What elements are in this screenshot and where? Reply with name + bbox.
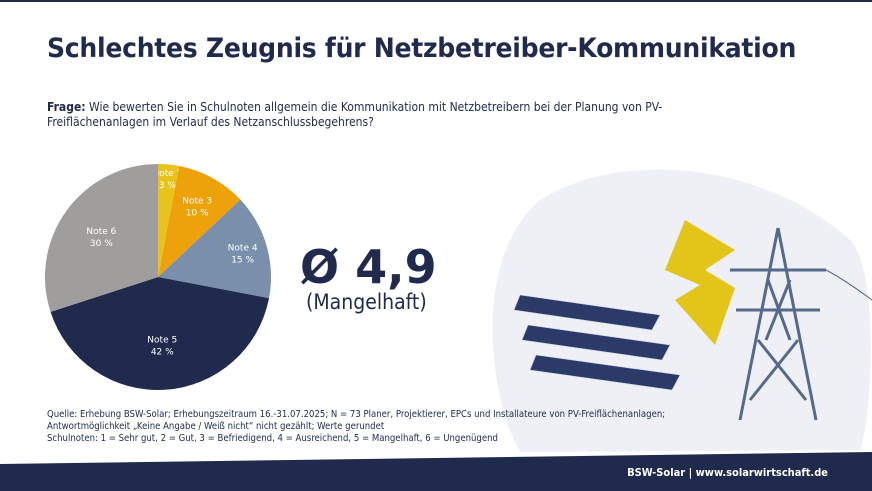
- slice-name-label: Note 3: [182, 197, 212, 207]
- top-border: [0, 0, 872, 2]
- solar-panels-icon: [513, 294, 681, 391]
- average-value: Ø 4,9: [300, 240, 437, 294]
- source-line: Quelle: Erhebung BSW-Solar; Erhebungszei…: [47, 409, 666, 420]
- slice-value-label: 42 %: [151, 348, 174, 358]
- question-text: Wie bewerten Sie in Schulnoten allgemein…: [47, 100, 663, 129]
- slice-value-label: 10 %: [186, 209, 209, 219]
- source-line: Antwortmöglichkeit „Keine Angabe / Weiß …: [47, 421, 385, 432]
- footer-text: BSW-Solar | www.solarwirtschaft.de: [627, 466, 828, 479]
- slice-value-label: 3 %: [159, 181, 177, 191]
- pie-slice-note-4: [158, 199, 272, 299]
- footer-band: [0, 452, 872, 491]
- slice-name-label: Note 5: [147, 336, 177, 346]
- slice-value-label: 15 %: [231, 255, 254, 265]
- lightning-icon: [665, 220, 735, 345]
- pie-slice-note-6: [45, 164, 158, 312]
- slice-name-label: Note 4: [228, 243, 258, 253]
- slice-value-label: 30 %: [90, 239, 113, 249]
- slice-name-label: Note 2: [152, 169, 182, 179]
- page-title: Schlechtes Zeugnis für Netzbetreiber-Kom…: [47, 33, 797, 64]
- pie-chart: Note 2 3 % Note 3 10 % Note 4 15 % Note 5 42 % N…: [45, 164, 272, 390]
- slice-name-label: Note 6: [86, 227, 116, 237]
- source-note: Quelle: Erhebung BSW-Solar; Erhebungszei…: [47, 409, 665, 445]
- source-line: Schulnoten: 1 = Sehr gut, 2 = Gut, 3 = B…: [47, 433, 498, 444]
- question-label: Frage:: [47, 100, 86, 114]
- pie-slice-note-5: [50, 277, 269, 390]
- question: Frage: Wie bewerten Sie in Schulnoten al…: [47, 100, 687, 130]
- pie-slice-note-3: [158, 166, 241, 277]
- pie-slice-note-2: [158, 164, 180, 277]
- energy-illustration: [513, 220, 872, 421]
- average-grade: (Mangelhaft): [306, 290, 427, 314]
- power-pylon-icon: [730, 227, 872, 421]
